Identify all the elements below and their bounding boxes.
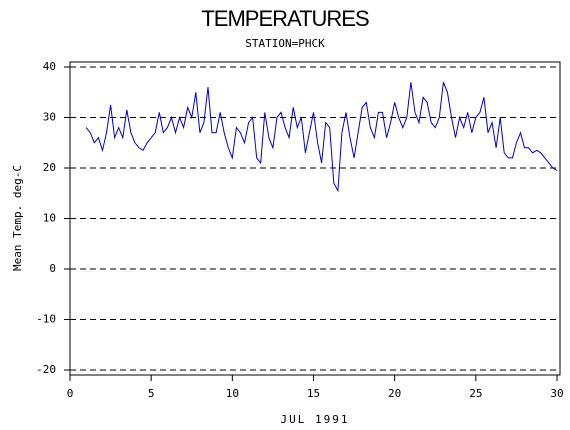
x-axis-label: JUL 1991: [281, 413, 350, 426]
y-tick-label: 0: [49, 262, 56, 275]
y-tick-label: 20: [43, 161, 56, 174]
y-tick-label: -10: [36, 313, 56, 326]
y-tick-label: 30: [43, 111, 56, 124]
y-tick-label: 40: [43, 60, 56, 73]
x-tick-label: 30: [550, 387, 563, 400]
y-axis-label: Mean Temp. deg-C: [11, 165, 24, 271]
chart-title: TEMPERATURES: [201, 6, 369, 31]
x-tick-label: 5: [148, 387, 155, 400]
chart-subtitle: STATION=PHCK: [245, 37, 325, 50]
x-tick-label: 25: [469, 387, 482, 400]
x-tick-label: 15: [307, 387, 320, 400]
x-tick-label: 10: [226, 387, 239, 400]
x-tick-label: 0: [67, 387, 74, 400]
y-tick-label: -20: [36, 363, 56, 376]
data-line: [85, 82, 558, 193]
y-tick-label: 10: [43, 212, 56, 225]
x-tick-label: 20: [388, 387, 401, 400]
